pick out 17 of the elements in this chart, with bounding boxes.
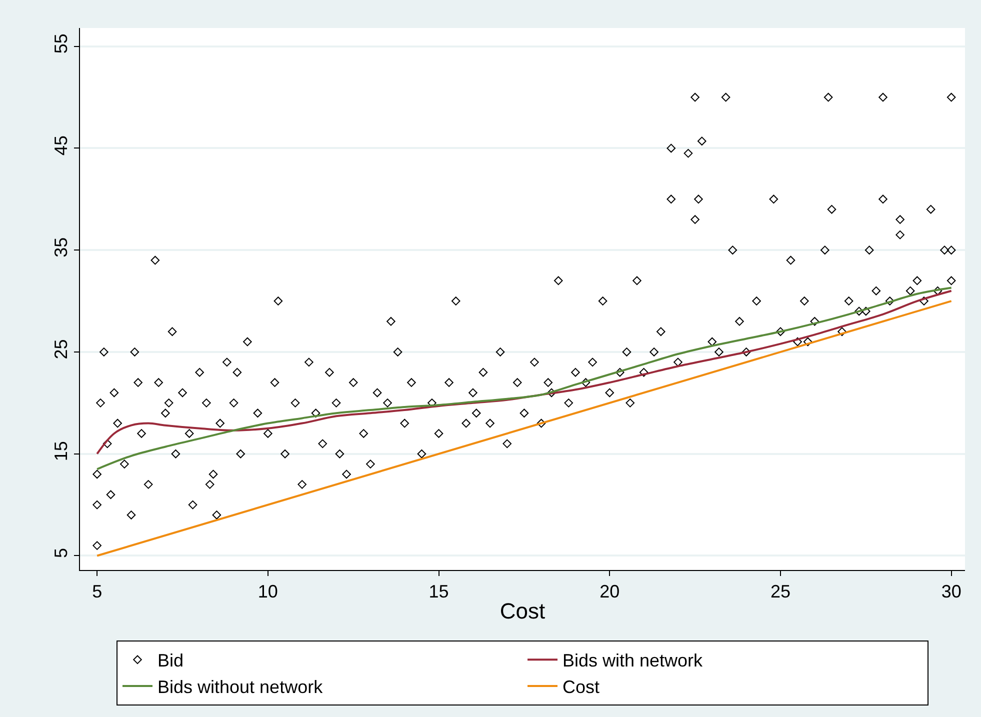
x-tick-label: 5: [92, 582, 102, 602]
x-tick-label: 15: [428, 582, 449, 602]
legend-label: Cost: [562, 677, 600, 698]
y-tick-label: 35: [50, 237, 71, 258]
legend-label: Bids without network: [158, 677, 324, 698]
legend-label: Bid: [158, 650, 184, 671]
y-tick-label: 5: [50, 548, 71, 558]
x-tick-label: 30: [941, 582, 962, 602]
y-tick-label: 25: [50, 339, 71, 360]
legend-label: Bids with network: [562, 650, 704, 671]
x-axis-title: Cost: [500, 598, 546, 624]
y-tick-label: 55: [50, 34, 71, 54]
x-tick-label: 10: [258, 582, 278, 602]
y-tick-label: 15: [50, 441, 71, 462]
x-tick-label: 20: [600, 582, 620, 602]
x-tick-label: 25: [770, 582, 790, 602]
y-tick-label: 45: [50, 136, 71, 156]
